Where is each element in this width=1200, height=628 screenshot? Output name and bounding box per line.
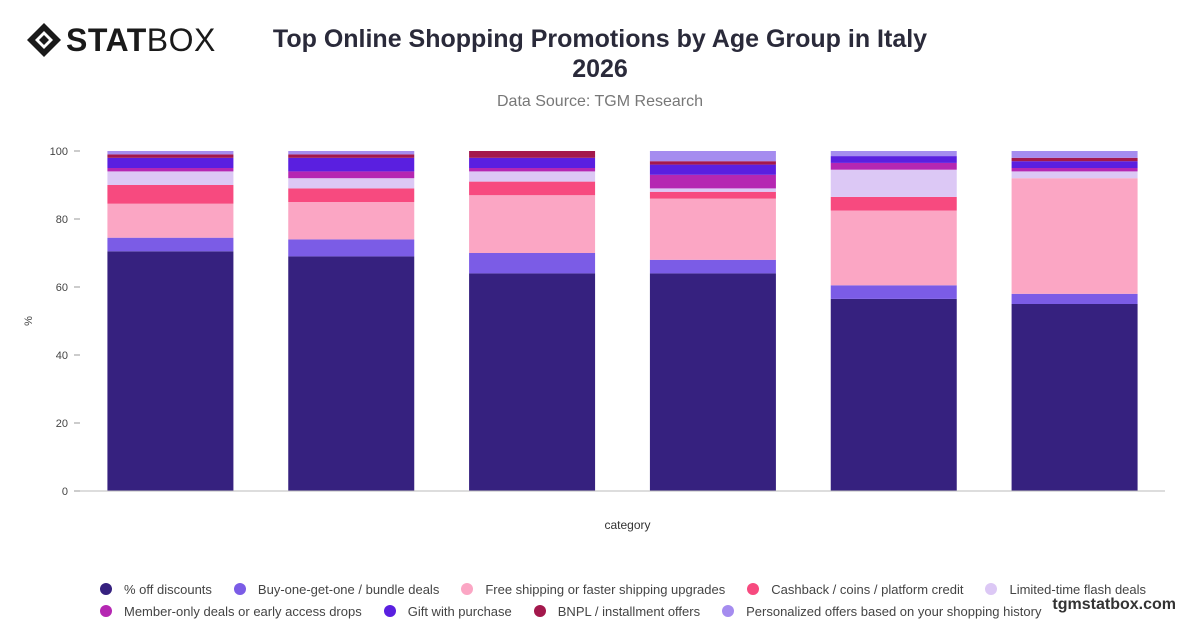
bar-segment: [288, 157, 415, 172]
bar-segment: [1011, 161, 1138, 168]
bar-segment: [830, 169, 957, 197]
bar-segment: [469, 157, 596, 168]
bar-segment: [469, 195, 596, 253]
bar-segment: [1011, 151, 1138, 158]
chart-subtitle: Data Source: TGM Research: [496, 93, 703, 110]
bar-segment: [649, 164, 776, 175]
y-tick-label: 60: [56, 282, 68, 294]
legend-label: Free shipping or faster shipping upgrade…: [485, 581, 726, 597]
bar-segment: [469, 273, 596, 491]
bar-segment: [288, 171, 415, 179]
legend-row-2: Member-only deals or early access drops G…: [100, 600, 1120, 622]
bar-segment: [107, 168, 234, 172]
legend-swatch: [461, 583, 474, 595]
legend-item[interactable]: Buy-one-get-one / bundle deals: [233, 581, 440, 597]
bar-segment: [649, 191, 776, 199]
bar-segment: [649, 198, 776, 260]
legend-label: % off discounts: [124, 581, 212, 597]
legend-item[interactable]: Free shipping or faster shipping upgrade…: [461, 582, 725, 597]
bar-segment: [830, 210, 957, 286]
bar-segment: [1011, 168, 1138, 172]
bar-segment: [1011, 171, 1138, 179]
legend-swatch: [100, 583, 112, 595]
bar-segment: [288, 256, 415, 491]
legend-label: Limited-time flash deals: [1009, 581, 1147, 597]
bar-segment: [288, 151, 415, 155]
bar-segment: [649, 161, 776, 165]
legend-swatch: [985, 583, 998, 595]
bar-segment: [107, 203, 234, 238]
x-axis-label: category: [604, 518, 650, 532]
brand-logo-text: STATBOX: [66, 22, 216, 58]
bar-segment: [1011, 157, 1138, 162]
legend-swatch: [233, 583, 246, 595]
bar-segment: [469, 253, 596, 274]
diamond-logo-icon: [27, 23, 61, 57]
legend-item[interactable]: % off discounts: [100, 582, 212, 597]
bar-segment: [469, 181, 596, 196]
brand-logo: STATBOX: [26, 22, 216, 58]
y-tick-label: 0: [62, 486, 68, 498]
bar-segment: [107, 151, 234, 155]
legend-swatch: [747, 583, 760, 595]
legend-swatch: [383, 605, 396, 617]
legend-row-1: % off discounts Buy-one-get-one / bundle …: [100, 578, 1146, 600]
stacked-bar-chart: 0 20 40 60 80 100% category: [23, 146, 1165, 532]
bar-segment: [107, 171, 234, 185]
bar-segment: [830, 151, 957, 157]
bar-segment: [830, 156, 957, 163]
bar-segment: [649, 188, 776, 192]
legend-item[interactable]: Cashback / coins / platform credit: [747, 582, 963, 597]
bar-segment: [288, 239, 415, 257]
bar-segment: [830, 285, 957, 299]
bar-segment: [469, 151, 596, 158]
bar-segment: [107, 157, 234, 168]
bar-segment: [107, 154, 234, 158]
legend-swatch: [533, 605, 546, 617]
bar-segment: [649, 259, 776, 274]
legend-swatch: [100, 605, 112, 617]
legend-label: BNPL / installment offers: [557, 603, 701, 619]
bar-segment: [830, 162, 957, 170]
bar-segment: [649, 273, 776, 491]
legend-item[interactable]: BNPL / installment offers: [533, 603, 701, 619]
bar-segment: [649, 174, 776, 189]
legend-label: Personalized offers based on your shoppi…: [746, 603, 1042, 619]
bar-segment: [1011, 293, 1138, 304]
y-axis-label: %: [23, 316, 35, 326]
y-tick-label: 100: [50, 146, 68, 158]
bar-segment: [107, 251, 234, 491]
bar-segment: [1011, 304, 1138, 491]
chart-title: Top Online Shopping Promotions by Age Gr…: [272, 25, 928, 83]
y-tick-label: 80: [56, 214, 68, 226]
bar-segment: [830, 196, 957, 211]
legend-label: Buy-one-get-one / bundle deals: [257, 581, 440, 597]
watermark: tgmstatbox.com: [1052, 596, 1176, 613]
legend-item[interactable]: Member-only deals or early access drops: [100, 604, 362, 619]
legend-label: Member-only deals or early access drops: [124, 603, 362, 619]
bar-segment: [830, 298, 957, 491]
bar-segment: [288, 188, 415, 202]
legend-item[interactable]: Personalized offers based on your shoppi…: [722, 604, 1041, 619]
chart-legend: % off discounts Buy-one-get-one / bundle …: [100, 578, 1146, 622]
y-tick-label: 20: [56, 418, 68, 430]
bar-segment: [1011, 178, 1138, 294]
bar-segment: [469, 168, 596, 172]
bar-segment: [107, 185, 234, 204]
bar-segment: [288, 202, 415, 240]
legend-item[interactable]: Limited-time flash deals: [985, 582, 1146, 597]
legend-item[interactable]: Gift with purchase: [383, 603, 512, 619]
bar-segment: [469, 171, 596, 182]
legend-label: Gift with purchase: [407, 603, 512, 619]
bar-segment: [288, 178, 415, 189]
bar-segment: [107, 237, 234, 252]
bar-segment: [288, 154, 415, 158]
y-tick-label: 40: [56, 350, 68, 362]
legend-swatch: [722, 605, 735, 617]
legend-label: Cashback / coins / platform credit: [771, 581, 964, 597]
bar-segment: [649, 151, 776, 162]
